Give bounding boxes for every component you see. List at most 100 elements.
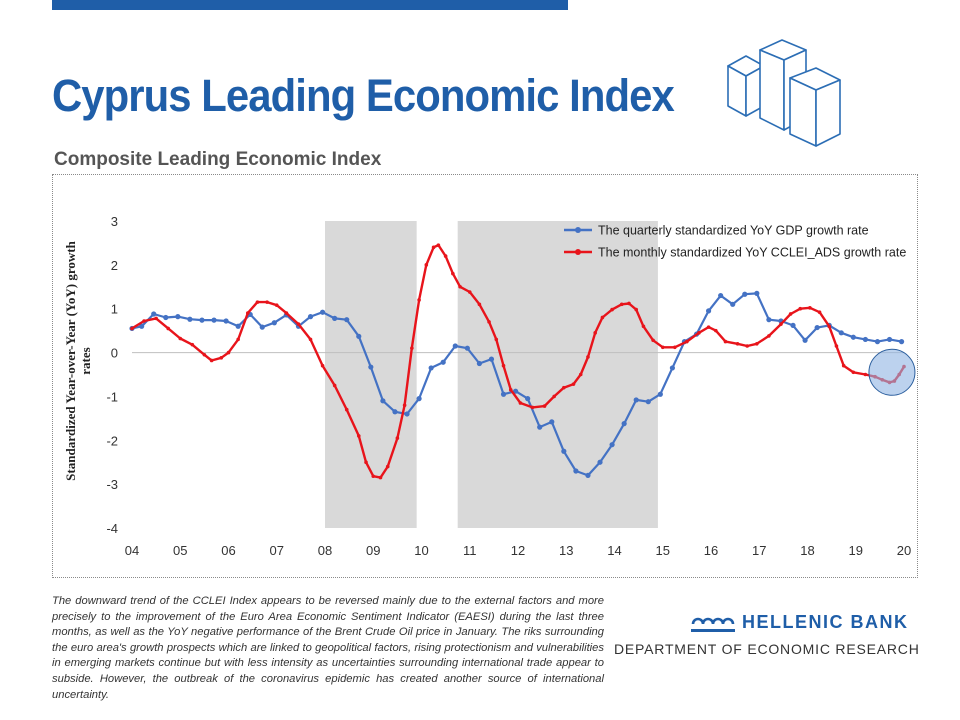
x-tick-label: 15 [656, 543, 670, 558]
series-point-gdp [886, 336, 893, 343]
description-text: The downward trend of the CCLEI Index ap… [52, 595, 604, 701]
series-point-cclei [296, 322, 301, 326]
series-point-gdp [669, 365, 676, 371]
series-point-cclei [808, 306, 812, 310]
series-point-cclei [735, 342, 740, 346]
series-point-gdp [175, 314, 181, 320]
series-point-cclei [562, 385, 566, 390]
series-point-cclei [395, 436, 400, 440]
series-point-gdp [416, 396, 422, 402]
series-point-cclei [593, 331, 597, 335]
series-point-cclei [226, 350, 231, 355]
x-tick-label: 16 [704, 543, 718, 558]
series-point-gdp [404, 411, 410, 417]
series-point-cclei [431, 245, 436, 250]
series-point-cclei [673, 345, 677, 350]
series-point-cclei [798, 306, 803, 311]
x-tick-label: 17 [752, 543, 766, 558]
series-point-cclei [634, 307, 639, 312]
series-point-gdp [211, 317, 217, 323]
series-point-cclei [154, 316, 158, 321]
chart-subtitle: Composite Leading Economic Index [54, 149, 382, 170]
series-point-cclei [651, 338, 655, 343]
series-point-gdp [537, 424, 543, 430]
series-point-gdp [500, 391, 507, 397]
series-point-cclei [364, 460, 368, 465]
y-tick-label: 3 [111, 214, 118, 229]
series-point-cclei [817, 310, 822, 315]
series-point-cclei [767, 334, 771, 338]
series-point-gdp [319, 309, 326, 315]
series-point-gdp [440, 359, 446, 365]
series-point-cclei [265, 300, 269, 304]
series-point-gdp [838, 330, 844, 336]
series-point-gdp [223, 318, 229, 324]
series-point-gdp [754, 290, 760, 296]
y-tick-label: 2 [111, 258, 118, 273]
series-point-gdp [452, 343, 458, 349]
highlight-circle [868, 348, 916, 396]
series-point-cclei [660, 345, 665, 350]
x-tick-label: 05 [173, 543, 187, 558]
series-point-gdp [187, 316, 193, 322]
series-point-gdp [850, 334, 856, 340]
shaded-region-2 [457, 221, 658, 528]
series-point-cclei [851, 370, 856, 375]
series-point-cclei [443, 254, 448, 258]
series-point-gdp [705, 308, 712, 314]
series-point-gdp [790, 322, 796, 328]
y-tick-label: -2 [106, 433, 118, 448]
series-point-gdp [332, 315, 338, 321]
series-point-cclei [320, 363, 325, 368]
series-point-cclei [308, 337, 313, 342]
series-point-cclei [530, 405, 535, 410]
series-point-gdp [742, 291, 748, 297]
series-point-gdp [621, 421, 627, 427]
series-point-gdp [368, 364, 374, 370]
buildings-icon [727, 39, 841, 147]
series-point-cclei [619, 302, 624, 307]
series-point-gdp [766, 317, 772, 323]
series-point-cclei [284, 311, 289, 315]
series-point-cclei [610, 307, 614, 312]
series-point-gdp [814, 324, 820, 331]
series-point-cclei [166, 326, 170, 331]
department-name: DEPARTMENT OF ECONOMIC RESEARCH [614, 641, 920, 657]
series-point-cclei [274, 303, 279, 308]
series-point-cclei [571, 382, 576, 386]
series-point-cclei [600, 315, 605, 320]
series-point-gdp [464, 345, 470, 351]
series-point-cclei [477, 302, 482, 307]
series-point-cclei [385, 464, 390, 469]
y-tick-label: 0 [111, 346, 118, 361]
series-point-cclei [788, 312, 793, 316]
series-point-cclei [209, 358, 214, 363]
series-point-gdp [139, 323, 145, 329]
series-point-cclei [436, 243, 441, 247]
series-point-gdp [718, 292, 724, 299]
series-point-cclei [142, 319, 146, 323]
legend-marker-cclei [575, 249, 581, 255]
series-point-gdp [585, 472, 591, 478]
top-accent-bar [52, 0, 568, 10]
x-tick-label: 12 [511, 543, 525, 558]
legend-entry-cclei: The monthly standardized YoY CCLEI_ADS g… [598, 246, 906, 260]
y-tick-label: -3 [106, 477, 118, 492]
series-point-cclei [755, 342, 759, 346]
chart-frame [52, 174, 918, 578]
series-point-gdp [874, 339, 881, 345]
x-tick-label: 11 [463, 543, 477, 558]
series-point-cclei [697, 331, 701, 335]
x-tick-label: 19 [849, 543, 863, 558]
series-point-cclei [578, 372, 583, 377]
series-point-gdp [862, 336, 869, 343]
series-point-gdp [512, 388, 519, 394]
series-point-cclei [178, 336, 183, 341]
series-point-gdp [235, 323, 241, 329]
series-point-cclei [236, 337, 240, 342]
x-tick-label: 04 [125, 543, 139, 558]
y-tick-label: -1 [106, 389, 118, 404]
series-point-cclei [834, 344, 839, 348]
series-point-gdp [199, 317, 205, 323]
